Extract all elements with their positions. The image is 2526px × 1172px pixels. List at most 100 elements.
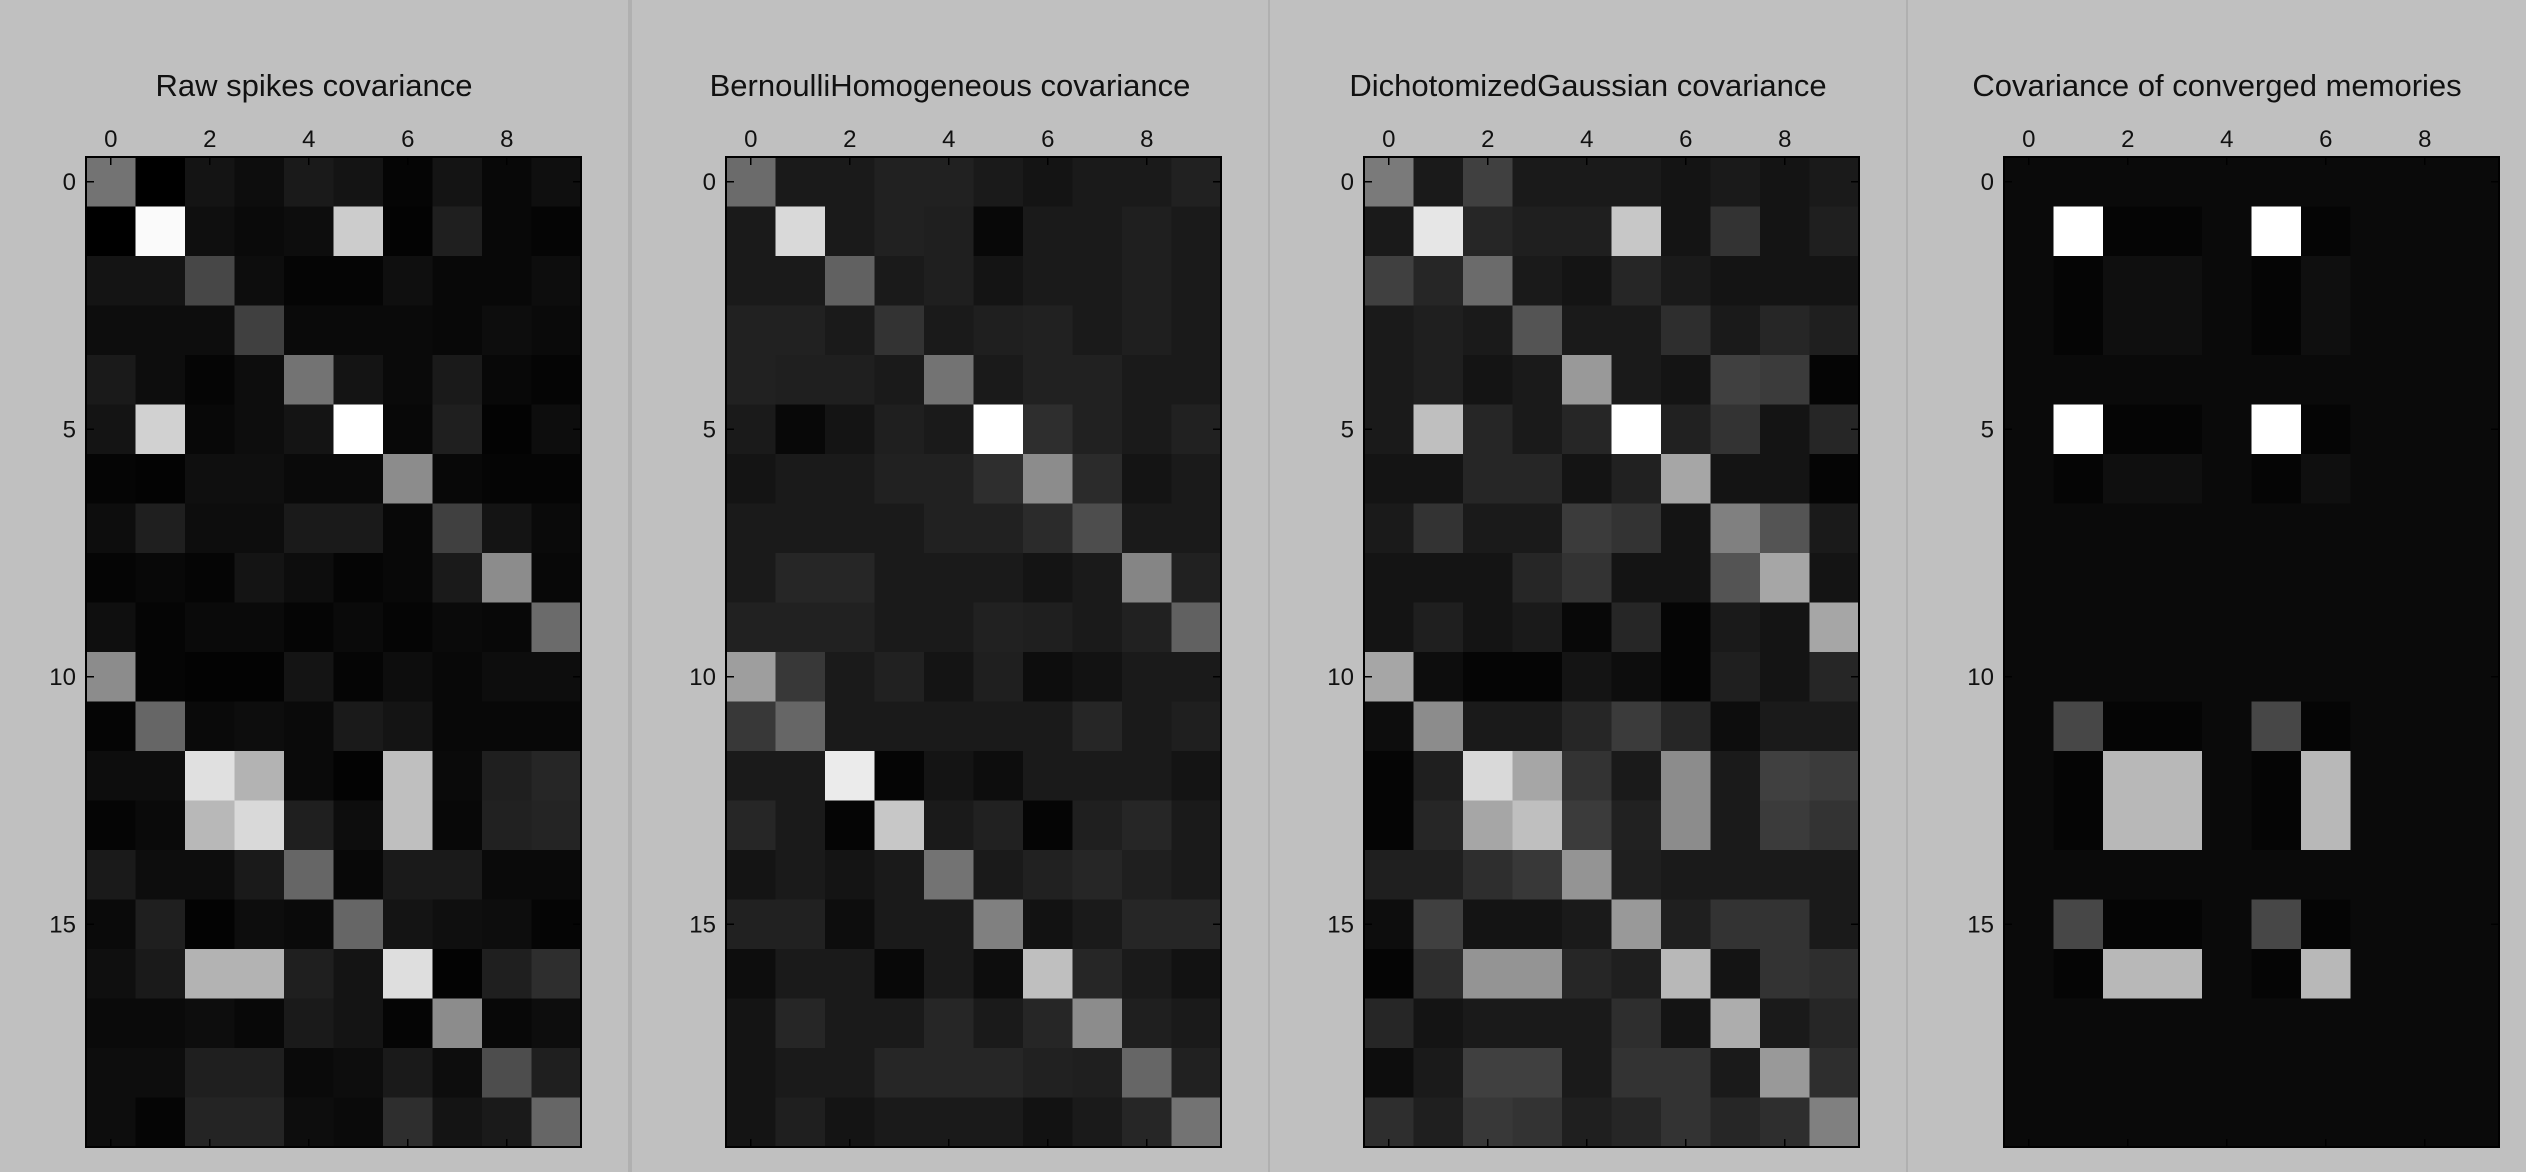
heatmap-cell-r14-c9	[1171, 850, 1222, 901]
y-tick-label: 15	[689, 911, 716, 938]
y-tick-label: 15	[1967, 911, 1994, 938]
heatmap-cell-r18-c2	[825, 1048, 876, 1099]
heatmap-cell-r0-c2	[185, 157, 236, 208]
heatmap-cell-r7-c9	[1809, 503, 1860, 554]
heatmap-cell-r18-c1	[775, 1048, 826, 1099]
heatmap-cell-r1-c7	[1710, 206, 1761, 257]
heatmap-cell-r18-c7	[1072, 1048, 1123, 1099]
heatmap-cell-r6-c9	[2449, 454, 2500, 505]
heatmap-cell-r4-c1	[135, 355, 186, 406]
heatmap-cell-r14-c6	[2301, 850, 2352, 901]
heatmap-cell-r11-c2	[1463, 701, 1514, 752]
heatmap-cell-r11-c0	[1364, 701, 1415, 752]
x-tick-label: 0	[104, 126, 117, 153]
heatmap-cell-r1-c6	[1661, 206, 1712, 257]
heatmap-cell-r11-c5	[973, 701, 1024, 752]
heatmap-cell-r4-c8	[482, 355, 533, 406]
heatmap-cell-r8-c6	[2301, 553, 2352, 604]
heatmap-cell-r2-c6	[2301, 256, 2352, 307]
heatmap-cell-r17-c4	[2202, 998, 2253, 1049]
heatmap-cell-r5-c0	[2004, 404, 2055, 455]
heatmap-cell-r18-c2	[2103, 1048, 2154, 1099]
heatmap-cell-r18-c8	[1760, 1048, 1811, 1099]
heatmap-cell-r5-c7	[432, 404, 483, 455]
heatmap-cell-r15-c1	[775, 899, 826, 950]
heatmap-cell-r16-c5	[973, 949, 1024, 1000]
chart-title: Covariance of converged memories	[1972, 68, 2462, 103]
heatmap-cell-r17-c6	[2301, 998, 2352, 1049]
heatmap-cell-r8-c0	[1364, 553, 1415, 604]
heatmap-cell-r19-c1	[775, 1097, 826, 1148]
y-tick-label: 5	[1981, 416, 1994, 443]
heatmap-cell-r15-c6	[2301, 899, 2352, 950]
heatmap-cell-r2-c8	[2400, 256, 2451, 307]
heatmap-cell-r3-c3	[1512, 305, 1563, 356]
heatmap-cell-r19-c3	[874, 1097, 925, 1148]
heatmap-cell-r12-c1	[2053, 751, 2104, 802]
heatmap-cell-r14-c3	[2152, 850, 2203, 901]
heatmap-cell-r7-c8	[2400, 503, 2451, 554]
heatmap-cell-r13-c2	[1463, 800, 1514, 851]
y-tick-label: 5	[703, 416, 716, 443]
heatmap-cell-r12-c2	[825, 751, 876, 802]
x-tick-label: 2	[203, 126, 216, 153]
heatmap-cell-r13-c9	[2449, 800, 2500, 851]
heatmap-cell-r10-c6	[1661, 652, 1712, 703]
heatmap-cell-r13-c7	[1072, 800, 1123, 851]
heatmap-cell-r7-c0	[726, 503, 777, 554]
heatmap-cell-r9-c0	[726, 602, 777, 653]
heatmap-cell-r4-c5	[973, 355, 1024, 406]
heatmap-cell-r1-c2	[2103, 206, 2154, 257]
heatmap-cell-r19-c9	[1171, 1097, 1222, 1148]
heatmap-cell-r9-c8	[1122, 602, 1173, 653]
heatmap-cell-r6-c2	[185, 454, 236, 505]
heatmap-cell-r15-c4	[1562, 899, 1613, 950]
heatmap-cell-r4-c0	[2004, 355, 2055, 406]
heatmap-cell-r16-c0	[2004, 949, 2055, 1000]
heatmap-cell-r18-c9	[2449, 1048, 2500, 1099]
heatmap-cell-r8-c8	[1760, 553, 1811, 604]
x-tick-label: 4	[1580, 126, 1593, 153]
heatmap-cell-r4-c9	[2449, 355, 2500, 406]
heatmap-cell-r5-c6	[1661, 404, 1712, 455]
heatmap-cell-r3-c7	[432, 305, 483, 356]
heatmap-cell-r15-c2	[185, 899, 236, 950]
heatmap-cell-r3-c2	[1463, 305, 1514, 356]
heatmap-cell-r12-c6	[1023, 751, 1074, 802]
heatmap-cell-r5-c4	[284, 404, 335, 455]
heatmap-cell-r17-c7	[1072, 998, 1123, 1049]
heatmap-cell-r13-c6	[1023, 800, 1074, 851]
heatmap-cell-r4-c3	[234, 355, 285, 406]
heatmap-cell-r1-c4	[2202, 206, 2253, 257]
heatmap-cell-r9-c5	[2251, 602, 2302, 653]
heatmap-cell-r2-c7	[432, 256, 483, 307]
heatmap-cell-r18-c3	[1512, 1048, 1563, 1099]
heatmap-cell-r1-c2	[185, 206, 236, 257]
heatmap-cell-r4-c7	[1710, 355, 1761, 406]
heatmap-cell-r1-c5	[973, 206, 1024, 257]
heatmap-cell-r17-c2	[825, 998, 876, 1049]
heatmap-cell-r18-c9	[531, 1048, 582, 1099]
heatmap-cell-r5-c7	[1072, 404, 1123, 455]
heatmap-cell-r14-c3	[1512, 850, 1563, 901]
heatmap-cell-r17-c7	[432, 998, 483, 1049]
heatmap-cell-r0-c7	[432, 157, 483, 208]
heatmap-cell-r1-c0	[86, 206, 137, 257]
heatmap-cell-r1-c2	[1463, 206, 1514, 257]
heatmap-cell-r8-c1	[135, 553, 186, 604]
heatmap-cell-r13-c5	[1611, 800, 1662, 851]
heatmap-cell-r4-c2	[185, 355, 236, 406]
heatmap-cell-r12-c3	[2152, 751, 2203, 802]
heatmap-cell-r18-c0	[86, 1048, 137, 1099]
heatmap-cell-r12-c3	[1512, 751, 1563, 802]
heatmap-cell-r13-c4	[924, 800, 975, 851]
heatmap-cell-r16-c7	[1072, 949, 1123, 1000]
heatmap-cell-r15-c7	[1710, 899, 1761, 950]
heatmap-cell-r18-c8	[2400, 1048, 2451, 1099]
heatmap-cell-r3-c4	[284, 305, 335, 356]
heatmap-cell-r3-c7	[2350, 305, 2401, 356]
heatmap-cell-r0-c7	[1072, 157, 1123, 208]
heatmap-cell-r17-c0	[726, 998, 777, 1049]
heatmap-cell-r2-c3	[1512, 256, 1563, 307]
